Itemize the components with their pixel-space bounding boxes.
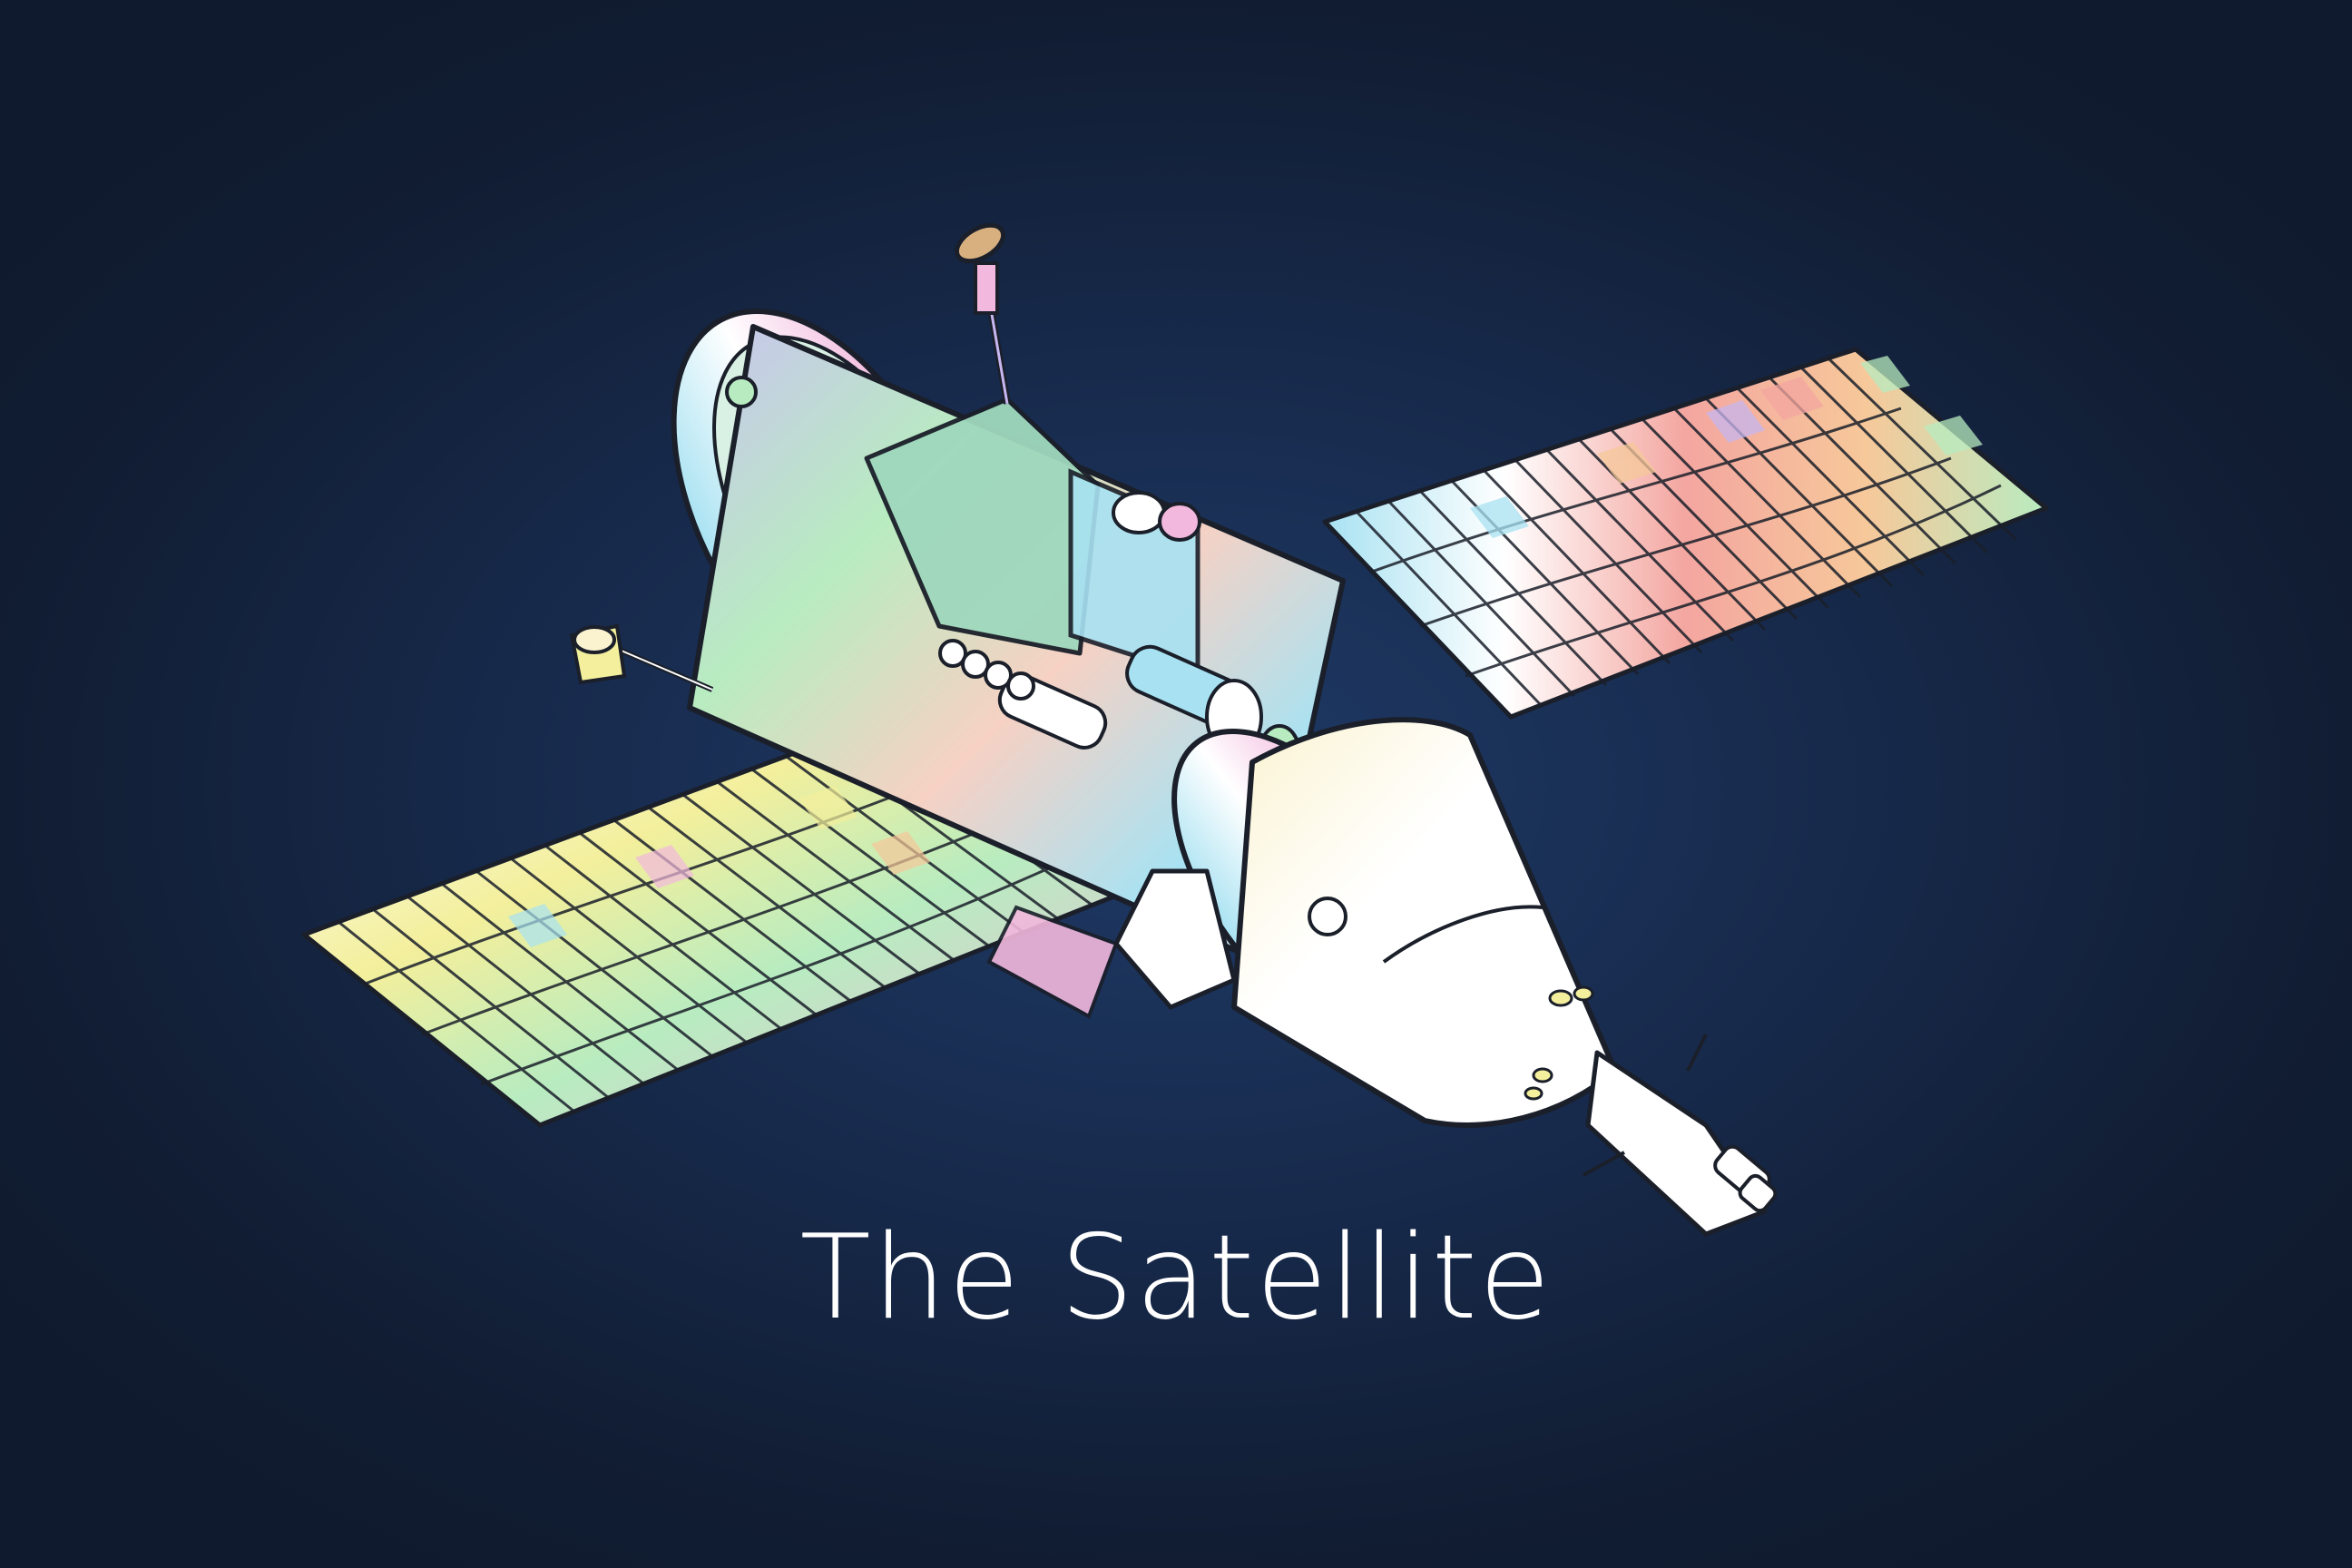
top-antenna <box>954 222 1011 405</box>
satellite-body <box>569 222 1346 965</box>
left-antenna-dish <box>569 623 627 685</box>
left-solar-panel <box>301 719 1123 1128</box>
right-solar-panel <box>1322 347 2049 720</box>
underside-instruments <box>986 868 1237 1019</box>
poster-title: The Satellite <box>799 1210 1553 1346</box>
descent-module <box>1171 717 1778 1237</box>
